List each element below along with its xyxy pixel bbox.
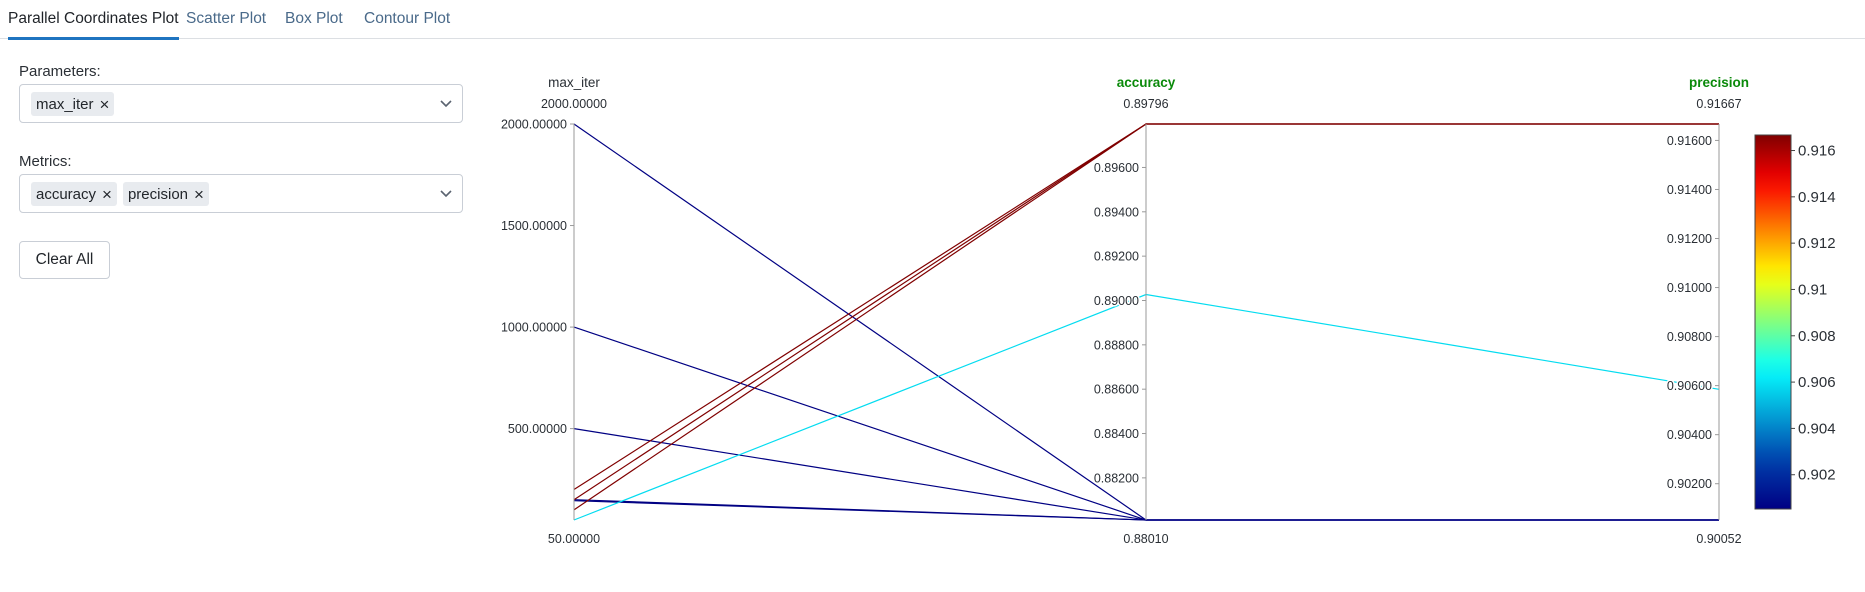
axis-title[interactable]: precision bbox=[1689, 75, 1749, 90]
chip-label: precision bbox=[127, 185, 188, 203]
axis-tick-label: 0.90400 bbox=[1667, 428, 1712, 442]
metric-chip-precision: precision × bbox=[122, 182, 209, 206]
tab-contour-plot[interactable]: Contour Plot bbox=[364, 10, 451, 27]
clear-all-button[interactable]: Clear All bbox=[19, 241, 110, 279]
axis-tick-label: 0.89000 bbox=[1094, 294, 1139, 308]
axis-range-min-label: 50.00000 bbox=[548, 532, 600, 546]
close-icon[interactable]: × bbox=[102, 184, 112, 204]
axis-tick-label: 0.91000 bbox=[1667, 281, 1712, 295]
colorbar-tick-label: 0.91 bbox=[1798, 281, 1827, 298]
axis-tick-label: 0.90200 bbox=[1667, 477, 1712, 491]
tab-scatter-plot[interactable]: Scatter Plot bbox=[186, 10, 267, 27]
metrics-label: Metrics: bbox=[19, 153, 72, 170]
axis-tick-label: 500.00000 bbox=[508, 422, 567, 436]
axis-tick-label: 0.90600 bbox=[1667, 379, 1712, 393]
colorbar-tick-label: 0.916 bbox=[1798, 143, 1836, 160]
axis-tick-label: 0.90800 bbox=[1667, 330, 1712, 344]
axis-tick-label: 0.88600 bbox=[1094, 383, 1139, 397]
colorbar: 0.902 0.904 0.906 0.908 0.91 0.912 0.914 0.916 bbox=[1754, 134, 1836, 510]
axis-tick-label: 0.88400 bbox=[1094, 427, 1139, 441]
colorbar-tick-label: 0.908 bbox=[1798, 328, 1836, 345]
axis-tick-label: 1500.00000 bbox=[501, 219, 567, 233]
parameters-select[interactable]: max_iter × bbox=[19, 84, 463, 123]
axis-tick-label: 0.89600 bbox=[1094, 161, 1139, 175]
axis-tick-label: 0.89400 bbox=[1094, 205, 1139, 219]
axis-range-max-label: 2000.00000 bbox=[541, 97, 607, 111]
axis-tick-label: 0.88800 bbox=[1094, 338, 1139, 352]
colorbar-tick-label: 0.904 bbox=[1798, 420, 1836, 437]
colorbar-tick-label: 0.902 bbox=[1798, 467, 1836, 484]
tab-box-plot[interactable]: Box Plot bbox=[285, 10, 343, 27]
axis-precision: precision 0.91667 0.90052 0.90200 0.90400 0.9… bbox=[1665, 75, 1749, 546]
axis-range-max-label: 0.91667 bbox=[1696, 97, 1741, 111]
colorbar-tick-label: 0.906 bbox=[1798, 374, 1836, 391]
axis-accuracy: accuracy 0.89796 0.88010 0.88200 0.88400 0.88… bbox=[1092, 75, 1176, 546]
colorbar-tick-label: 0.912 bbox=[1798, 235, 1836, 252]
metric-chip-accuracy: accuracy × bbox=[31, 182, 117, 206]
chevron-down-icon[interactable] bbox=[438, 95, 454, 111]
colorbar-gradient bbox=[1754, 134, 1792, 510]
axis-title[interactable]: accuracy bbox=[1117, 75, 1176, 90]
axis-tick-label: 0.91200 bbox=[1667, 232, 1712, 246]
axis-max_iter: max_iter 2000.00000 50.00000 500.00000 1000.… bbox=[499, 75, 607, 546]
chevron-down-icon[interactable] bbox=[438, 185, 454, 201]
axis-tick-label: 0.91400 bbox=[1667, 183, 1712, 197]
axis-title[interactable]: max_iter bbox=[548, 75, 600, 90]
axis-range-min-label: 0.88010 bbox=[1123, 532, 1168, 546]
axis-tick-label: 0.89200 bbox=[1094, 250, 1139, 264]
axis-tick-label: 1000.00000 bbox=[501, 321, 567, 335]
chip-label: max_iter bbox=[36, 95, 94, 113]
colorbar-tick-label: 0.914 bbox=[1798, 189, 1836, 206]
axis-tick-label: 2000.00000 bbox=[501, 118, 567, 132]
chip-label: accuracy bbox=[36, 185, 97, 203]
close-icon[interactable]: × bbox=[99, 94, 110, 114]
tab-parallel-coordinates-plot[interactable]: Parallel Coordinates Plot bbox=[8, 10, 179, 40]
axis-range-max-label: 0.89796 bbox=[1123, 97, 1168, 111]
tab-bar: Parallel Coordinates Plot Scatter Plot B… bbox=[0, 0, 1865, 40]
parameter-chip-max-iter: max_iter × bbox=[31, 92, 115, 116]
metrics-select[interactable]: accuracy × precision × bbox=[19, 174, 463, 213]
close-icon[interactable]: × bbox=[194, 184, 204, 204]
axis-tick-label: 0.88200 bbox=[1094, 471, 1139, 485]
axis-range-min-label: 0.90052 bbox=[1696, 532, 1741, 546]
parameters-label: Parameters: bbox=[19, 63, 101, 80]
axis-tick-label: 0.91600 bbox=[1667, 134, 1712, 148]
